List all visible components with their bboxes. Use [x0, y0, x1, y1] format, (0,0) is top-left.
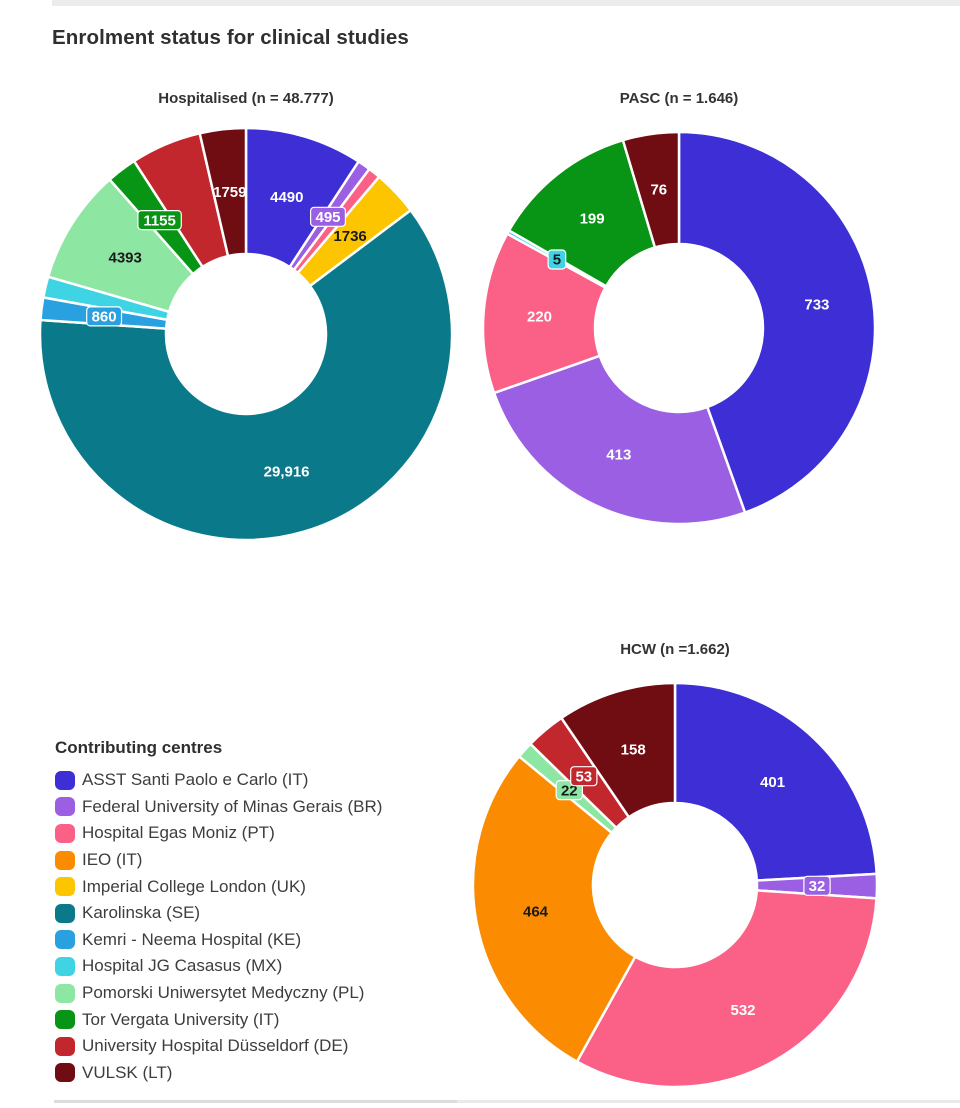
slice-label: 1155	[143, 212, 176, 229]
legend-item-imperial-college-london-uk[interactable]: Imperial College London (UK)	[55, 873, 455, 900]
slice-label: 495	[315, 209, 340, 226]
donut-slice-karolinska-se[interactable]	[38, 209, 454, 542]
slice-label: 29,916	[264, 463, 310, 480]
legend-swatch-icon	[55, 1036, 75, 1056]
slice-label: 464	[523, 904, 549, 921]
legend-item-vulsk-lt[interactable]: VULSK (LT)	[55, 1060, 455, 1087]
legend-item-kemri-neema-hospital-ke[interactable]: Kemri - Neema Hospital (KE)	[55, 927, 455, 954]
legend-item-label: ASST Santi Paolo e Carlo (IT)	[82, 770, 309, 790]
slice-label: 4490	[270, 189, 303, 206]
donut-slice-hospital-egas-moniz-pt[interactable]	[575, 889, 878, 1089]
slice-label-chip	[310, 206, 347, 227]
slice-label: 401	[760, 774, 785, 791]
slice-label-chip	[803, 875, 831, 896]
slice-label: 860	[92, 309, 117, 326]
slice-label: 53	[575, 768, 592, 785]
legend-item-label: Pomorski Uniwersytet Medyczny (PL)	[82, 983, 365, 1003]
donut-slice-asst-santi-paolo-e-carlo-it[interactable]	[677, 130, 877, 514]
donut-slice-asst-santi-paolo-e-carlo-it[interactable]	[673, 681, 878, 882]
donut-slice-vulsk-lt[interactable]	[621, 130, 681, 249]
slice-label: 22	[561, 782, 578, 799]
legend-item-label: Federal University of Minas Gerais (BR)	[82, 796, 383, 816]
legend-item-label: Karolinska (SE)	[82, 903, 201, 923]
legend-item-label: Tor Vergata University (IT)	[82, 1009, 280, 1029]
slice-label: 199	[580, 211, 605, 228]
chart-title-hcw: HCW (n =1.662)	[620, 641, 730, 658]
chart-title-pasc: PASC (n = 1.646)	[619, 90, 739, 107]
slice-label-chip	[86, 306, 123, 327]
donut-slice-vulsk-lt[interactable]	[560, 681, 677, 819]
donut-slice-federal-university-of-minas-gerais-br[interactable]	[492, 354, 747, 526]
legend-item-federal-university-of-minas-gerais-br[interactable]: Federal University of Minas Gerais (BR)	[55, 794, 455, 821]
bottom-divider-right	[457, 1100, 960, 1103]
legend-swatch-icon	[55, 956, 75, 976]
legend-swatch-icon	[55, 797, 75, 817]
legend-swatch-icon	[55, 850, 75, 870]
slice-label: 532	[730, 1002, 755, 1019]
slice-label-chip	[570, 766, 598, 787]
legend-swatch-icon	[55, 930, 75, 950]
legend-item-label: Hospital JG Casasus (MX)	[82, 956, 283, 976]
top-divider	[52, 0, 960, 6]
slice-label: 5	[553, 252, 561, 269]
legend-item-label: VULSK (LT)	[82, 1062, 173, 1082]
legend-title: Contributing centres	[55, 738, 223, 757]
slice-label-chip	[137, 209, 182, 231]
donut-slice-vulsk-lt[interactable]	[198, 126, 248, 258]
slice-label: 4393	[109, 250, 142, 267]
legend-swatch-icon	[55, 1063, 75, 1083]
legend-item-ieo-it[interactable]: IEO (IT)	[55, 847, 455, 874]
slice-label: 158	[621, 742, 646, 759]
legend-item-hospital-jg-casasus-mx[interactable]: Hospital JG Casasus (MX)	[55, 953, 455, 980]
slice-label: 413	[606, 447, 631, 464]
legend-item-pomorski-uniwersytet-medyczny-pl[interactable]: Pomorski Uniwersytet Medyczny (PL)	[55, 980, 455, 1007]
donut-slice-hospital-egas-moniz-pt[interactable]	[481, 232, 607, 395]
legend-item-tor-vergata-university-it[interactable]: Tor Vergata University (IT)	[55, 1006, 455, 1033]
chart-title-hospitalised: Hospitalised (n = 48.777)	[158, 90, 334, 107]
slice-label-chip	[547, 249, 567, 270]
legend-item-label: Hospital Egas Moniz (PT)	[82, 823, 275, 843]
legend-swatch-icon	[55, 877, 75, 897]
slice-label: 1759	[213, 184, 246, 201]
donut-chart-hospitalised[interactable]: 4490 495 1736 29,916 860 4393 1155 1759	[36, 124, 456, 544]
legend-swatch-icon	[55, 770, 75, 790]
bottom-divider-left	[54, 1100, 457, 1103]
legend-swatch-icon	[55, 1010, 75, 1030]
slice-label: 220	[527, 309, 552, 326]
slice-label: 733	[804, 296, 829, 313]
donut-slice-ieo-it[interactable]	[471, 755, 637, 1063]
page-title: Enrolment status for clinical studies	[52, 26, 409, 49]
legend-item-karolinska-se[interactable]: Karolinska (SE)	[55, 900, 455, 927]
legend-items: ASST Santi Paolo e Carlo (IT) Federal Uni…	[55, 767, 455, 1086]
donut-chart-pasc[interactable]: 733 413 220 5 199 76	[479, 128, 879, 528]
legend-item-label: Kemri - Neema Hospital (KE)	[82, 929, 302, 949]
slice-label: 1736	[333, 228, 366, 245]
legend-item-label: University Hospital Düsseldorf (DE)	[82, 1036, 349, 1056]
legend-swatch-icon	[55, 983, 75, 1003]
legend-item-university-hospital-d-sseldorf-de[interactable]: University Hospital Düsseldorf (DE)	[55, 1033, 455, 1060]
legend: Contributing centres ASST Santi Paolo e …	[55, 738, 455, 1086]
legend-item-label: IEO (IT)	[82, 850, 143, 870]
slice-label: 32	[809, 878, 826, 895]
legend-item-hospital-egas-moniz-pt[interactable]: Hospital Egas Moniz (PT)	[55, 820, 455, 847]
legend-item-label: Imperial College London (UK)	[82, 876, 306, 896]
legend-item-asst-santi-paolo-e-carlo-it[interactable]: ASST Santi Paolo e Carlo (IT)	[55, 767, 455, 794]
legend-swatch-icon	[55, 903, 75, 923]
legend-swatch-icon	[55, 823, 75, 843]
slice-label: 76	[650, 182, 667, 199]
